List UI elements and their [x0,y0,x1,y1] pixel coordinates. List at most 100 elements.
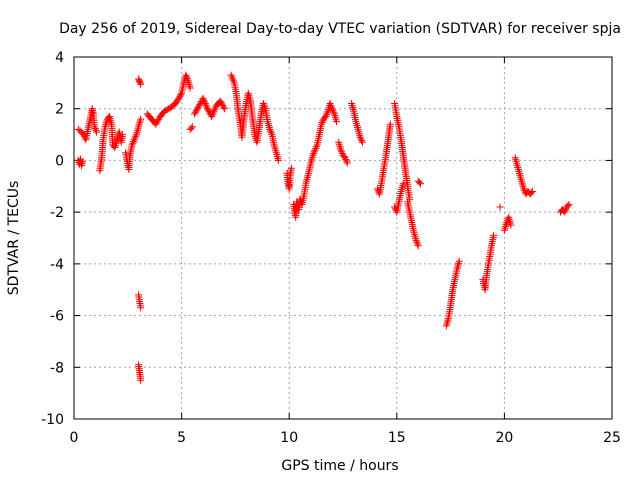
data-point [341,154,349,162]
data-point [182,71,190,79]
data-point [188,123,196,131]
data-point [310,150,318,157]
data-point [329,106,337,114]
data-point [137,304,145,312]
data-point [191,108,199,116]
data-point [321,114,329,122]
data-point [455,257,463,265]
data-point [128,141,136,149]
data-point [520,185,528,193]
data-point [343,159,351,167]
data-point [490,231,498,239]
data-point [208,113,216,120]
data-point [152,120,160,128]
data-point [318,120,325,128]
data-point [386,120,394,128]
data-point [330,108,338,116]
data-point [399,180,407,188]
data-point [327,101,335,109]
y-tick-label: 2 [55,102,64,118]
data-point [130,136,138,144]
data-point [200,96,208,104]
data-point [173,97,181,105]
data-point [210,107,218,115]
data-point [318,119,326,126]
data-point [496,203,504,211]
data-point [192,107,200,115]
x-tick-label: 5 [177,430,186,446]
data-point [165,105,173,113]
y-axis-label: SDTVAR / TECUs [6,181,22,296]
data-point [358,138,366,146]
data-point [311,146,319,154]
data-point [415,178,423,186]
y-tick-label: -2 [50,205,64,221]
x-tick-label: 0 [70,430,79,446]
data-point [137,115,145,123]
data-point [187,124,195,132]
data-point [183,73,191,81]
data-point [528,188,536,195]
data-point [561,208,569,216]
data-point [129,139,137,147]
data-point [79,158,87,166]
data-point [413,238,421,246]
data-point [137,376,145,384]
data-point [417,180,424,188]
data-point [195,102,203,110]
data-point [357,135,365,143]
data-point [177,91,185,99]
data-point [166,104,174,112]
data-point [204,106,212,114]
data-point [328,103,335,111]
x-tick-label: 25 [603,430,621,446]
data-point [412,237,420,245]
data-point [203,105,211,113]
data-point [323,111,330,119]
data-point [259,100,267,107]
data-point [193,105,201,113]
x-tick-label: 20 [495,430,513,446]
data-point [221,105,229,113]
data-point [191,110,198,118]
data-point [217,99,225,106]
data-point [310,148,318,156]
data-point [340,153,348,161]
data-point [93,128,101,136]
data-point [194,104,202,112]
y-tick-label: -10 [41,412,64,428]
y-tick-label: -8 [50,360,64,376]
data-point [414,242,422,250]
data-point [319,117,327,125]
data-point [267,127,274,135]
data-point [203,103,211,111]
data-point [338,148,346,156]
data-point [356,133,364,141]
data-points [74,71,573,384]
data-point [201,98,209,106]
data-point [162,106,170,114]
axis-ticks: 0 5 10 15 20 25 -10 -8 -6 -4 -2 0 2 4 [41,50,621,446]
data-point [333,118,340,126]
y-tick-label: -4 [50,257,64,273]
data-point [209,109,217,117]
data-point [92,126,100,134]
data-point [118,131,126,139]
data-point [130,138,137,145]
data-point [562,205,570,213]
data-point [337,146,345,154]
data-point [338,150,346,157]
y-tick-label: 4 [55,50,64,66]
data-point [261,103,269,111]
data-point [174,95,182,103]
data-point [343,157,351,165]
data-point [183,75,191,82]
data-point [507,221,515,229]
data-point [323,109,331,117]
data-point [153,119,161,127]
data-point [154,117,161,125]
x-tick-label: 10 [280,430,298,446]
data-point [274,156,282,164]
data-point [328,105,336,113]
